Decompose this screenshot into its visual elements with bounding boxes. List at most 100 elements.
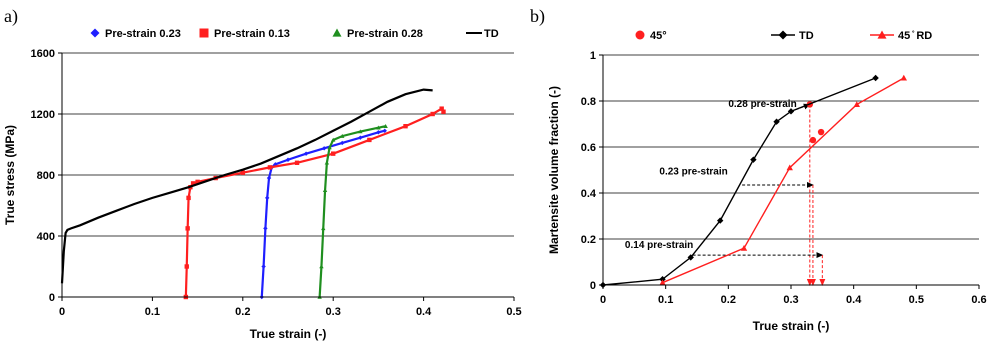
data-point <box>367 137 372 143</box>
legend-item: 45° <box>635 30 667 42</box>
y-tick-label: 1 <box>590 50 596 62</box>
data-point <box>430 111 435 117</box>
data-point <box>185 226 190 231</box>
data-point <box>331 151 336 156</box>
data-point <box>263 226 268 231</box>
data-point <box>340 133 345 138</box>
legend-swatch <box>635 30 645 40</box>
y-tick-label: 400 <box>37 231 55 243</box>
x-tick-label: 0 <box>600 294 606 306</box>
y-tick-label: 0.4 <box>581 188 597 200</box>
x-axis-label-a: True strain (-) <box>250 327 327 341</box>
data-point <box>817 128 825 136</box>
series-3 <box>317 124 388 299</box>
legend-a: Pre-strain 0.23 Pre-strain 0.13 Pre-strain… <box>90 28 499 40</box>
legend-label: Pre-strain 0.13 <box>214 28 290 40</box>
data-point <box>331 137 336 142</box>
axes-a: 0 0.1 0.2 0.3 0.4 0.5 0 400 800 1200 1600 <box>31 48 522 318</box>
legend-swatch <box>199 28 209 38</box>
x-tick-label: 0.2 <box>235 306 250 318</box>
data-point <box>266 175 272 181</box>
legend-label: 45° <box>650 30 667 42</box>
data-point <box>285 157 291 162</box>
legend-swatch <box>332 28 342 37</box>
data-point <box>382 128 387 133</box>
annotations-b: 0.28 pre-strain 0.23 pre-strain 0.14 pre-s… <box>625 99 826 286</box>
data-point <box>687 254 694 261</box>
data-point <box>787 108 795 115</box>
data-point <box>659 279 666 286</box>
data-point <box>267 165 273 170</box>
data-point <box>750 156 757 163</box>
x-tick-label: 0 <box>59 306 65 318</box>
annotation: 0.23 pre-strain <box>659 167 816 286</box>
data-point <box>195 179 200 185</box>
legend-item: Pre-strain 0.23 <box>90 28 181 40</box>
y-tick-label: 0.2 <box>581 234 596 246</box>
y-tick-label: 1600 <box>31 48 55 60</box>
axes-b: 0 0.1 0.2 0.3 0.4 0.5 0.6 0 0.2 0.4 0.6 0.8 1 <box>581 50 987 306</box>
data-point <box>809 136 817 144</box>
y-tick-label: 0.8 <box>581 96 596 108</box>
legend-item: 45 ̊ RD <box>870 30 932 42</box>
data-point <box>240 170 245 175</box>
x-axis-label-b: True strain (-) <box>753 319 830 333</box>
x-tick-label: 0.4 <box>846 294 862 306</box>
x-tick-label: 0.5 <box>506 306 521 318</box>
annotation-label: 0.23 pre-strain <box>659 167 727 178</box>
data-point <box>340 140 345 146</box>
data-point <box>184 264 189 269</box>
y-axis-label-b: Martensite volume fraction (-) <box>547 86 561 254</box>
data-point <box>319 264 324 269</box>
series-line <box>260 129 385 298</box>
chart-b: b) 0.28 pre-strain 0.23 pre-strain 0.14 pr… <box>530 6 987 333</box>
data-point <box>383 124 388 128</box>
data-point <box>773 118 780 125</box>
panel-label-a: a) <box>4 6 18 27</box>
data-point <box>900 74 907 81</box>
x-tick-label: 0.5 <box>909 294 924 306</box>
y-axis-label-a: True stress (MPa) <box>3 125 17 225</box>
legend-item: TD <box>466 28 499 40</box>
legend-label: Pre-strain 0.28 <box>347 28 423 40</box>
data-point <box>376 125 381 130</box>
series-group-a <box>60 88 446 300</box>
y-tick-label: 800 <box>37 170 55 182</box>
series-line <box>60 88 433 284</box>
series-group-b <box>599 74 907 289</box>
data-point <box>872 74 879 82</box>
x-tick-label: 0.2 <box>721 294 736 306</box>
data-point <box>321 146 327 151</box>
legend-label: Pre-strain 0.23 <box>105 28 181 40</box>
series-line <box>602 77 876 286</box>
y-tick-label: 0 <box>49 292 55 304</box>
data-point <box>740 245 748 251</box>
data-point <box>439 106 444 111</box>
x-tick-label: 0.3 <box>783 294 798 306</box>
data-point <box>853 101 860 108</box>
data-point <box>441 109 446 114</box>
data-point <box>303 151 309 156</box>
data-point <box>358 135 363 140</box>
annotation-label: 0.28 pre-strain <box>728 99 796 110</box>
data-point <box>186 195 191 201</box>
series-2 <box>599 74 879 289</box>
legend-swatch <box>877 30 887 39</box>
legend-label: TD <box>799 30 814 42</box>
chart-a: a) 0 0.1 0.2 0.3 0.4 0.5 0 400 800 1200 1600 Pre-s… <box>3 6 522 341</box>
y-tick-label: 0 <box>590 280 596 292</box>
data-point <box>294 160 300 165</box>
data-point <box>261 264 266 269</box>
data-point <box>403 124 408 129</box>
data-point <box>376 130 381 135</box>
y-tick-label: 1200 <box>31 109 55 121</box>
grid-a <box>62 52 514 237</box>
data-point <box>659 276 666 283</box>
annotation-label: 0.14 pre-strain <box>625 240 693 251</box>
legend-item: Pre-strain 0.13 <box>199 28 290 40</box>
panel-label-b: b) <box>530 6 545 27</box>
legend-label: TD <box>484 28 499 40</box>
data-point <box>716 217 724 224</box>
legend-b: 45° TD 45 ̊ RD <box>635 30 932 42</box>
